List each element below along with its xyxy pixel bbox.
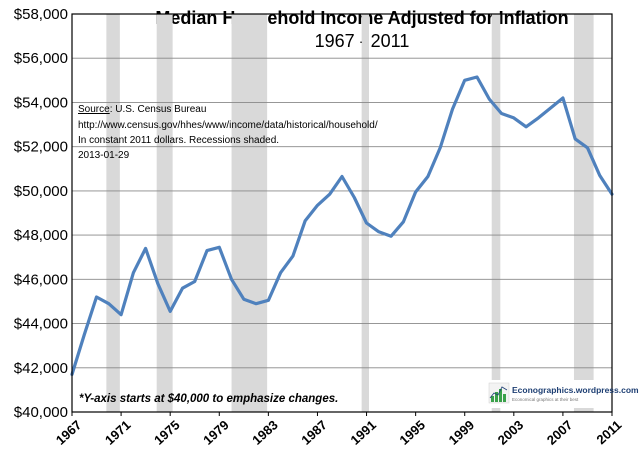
data-point-1984: [279, 271, 282, 274]
source-value: : U.S. Census Bureau: [110, 104, 207, 115]
y-tick-label: $42,000: [14, 360, 68, 377]
data-point-1979: [218, 246, 221, 249]
y-tick-label: $40,000: [14, 404, 68, 421]
y-tick-label: $46,000: [14, 271, 68, 288]
data-point-1982: [254, 302, 258, 305]
data-point-1993: [389, 235, 393, 238]
data-point-2006: [549, 106, 552, 110]
source-annotation: Source: U.S. Census Bureau http://www.ce…: [78, 104, 378, 161]
income-series: [70, 75, 614, 376]
data-point-2007: [561, 96, 565, 100]
data-point-1998: [451, 107, 454, 111]
data-point-1986: [303, 219, 307, 222]
data-point-2003: [512, 116, 516, 120]
data-point-2002: [500, 112, 503, 115]
watermark-subtext: Economical graphics at their best: [512, 397, 579, 402]
footnote: *Y-axis starts at $40,000 to emphasize c…: [79, 393, 338, 405]
data-point-2001: [488, 97, 491, 101]
y-tick-label: $44,000: [14, 316, 68, 333]
data-point-1969: [95, 295, 98, 299]
data-point-1972: [132, 271, 135, 274]
data-point-1973: [144, 247, 147, 250]
data-point-1970: [107, 302, 111, 305]
data-point-1997: [438, 146, 442, 149]
data-point-2005: [537, 116, 540, 120]
y-tick-label: $54,000: [14, 94, 68, 111]
source-label: Source: [78, 104, 110, 115]
recession-band-2: [231, 14, 268, 412]
data-point-1988: [328, 193, 331, 196]
data-point-1978: [205, 249, 209, 252]
data-point-1995: [414, 190, 417, 194]
y-tick-label: $58,000: [14, 6, 68, 23]
data-point-1971: [119, 313, 123, 316]
data-point-1996: [426, 175, 430, 178]
data-point-2004: [524, 125, 528, 128]
watermark-logo: Econographics.wordpress.com Economical g…: [484, 380, 639, 408]
data-point-1980: [230, 278, 233, 281]
data-point-1990: [353, 196, 356, 199]
data-point-1981: [242, 298, 246, 301]
data-point-1983: [267, 299, 270, 302]
data-point-1989: [340, 175, 344, 178]
data-point-2010: [598, 174, 601, 177]
y-tick-label: $56,000: [14, 50, 68, 67]
y-tick-label: $52,000: [14, 139, 68, 156]
data-point-1987: [316, 204, 319, 207]
data-point-1991: [365, 221, 368, 225]
y-tick-label: $50,000: [14, 183, 68, 200]
data-point-1976: [181, 286, 184, 290]
watermark-text: Econographics.wordpress.com: [512, 385, 639, 395]
data-point-1977: [193, 280, 196, 283]
recession-band-5: [573, 14, 594, 412]
data-point-1992: [377, 230, 381, 233]
y-axis-tick-labels: $40,000 $42,000 $44,000 $46,000 $48,000 $50,0…: [14, 6, 68, 421]
source-date: 2013-01-29: [78, 150, 130, 161]
watermark-chart-icon: [488, 382, 510, 404]
data-point-1985: [291, 254, 295, 258]
source-note: In constant 2011 dollars. Recessions sha…: [78, 135, 279, 146]
recession-shading: [106, 14, 594, 412]
data-point-1968: [83, 333, 86, 336]
data-point-1974: [156, 282, 160, 285]
recession-band-3: [361, 14, 369, 412]
gridlines: [72, 57, 612, 369]
data-point-2000: [475, 75, 479, 79]
data-point-2008: [573, 137, 577, 141]
plot-frame: [71, 13, 613, 413]
recession-band-1: [156, 14, 173, 412]
svg-text:Source: U.S. Census Bureau: Source: U.S. Census Bureau: [78, 104, 206, 115]
data-point-1994: [402, 220, 405, 224]
recession-band-0: [106, 14, 120, 412]
source-url: http://www.census.gov/hhes/www/income/da…: [78, 120, 378, 131]
recession-band-4: [491, 14, 501, 412]
data-point-1975: [168, 310, 172, 313]
data-point-2009: [586, 146, 589, 149]
y-tick-label: $48,000: [14, 227, 68, 244]
data-point-1999: [463, 79, 466, 82]
